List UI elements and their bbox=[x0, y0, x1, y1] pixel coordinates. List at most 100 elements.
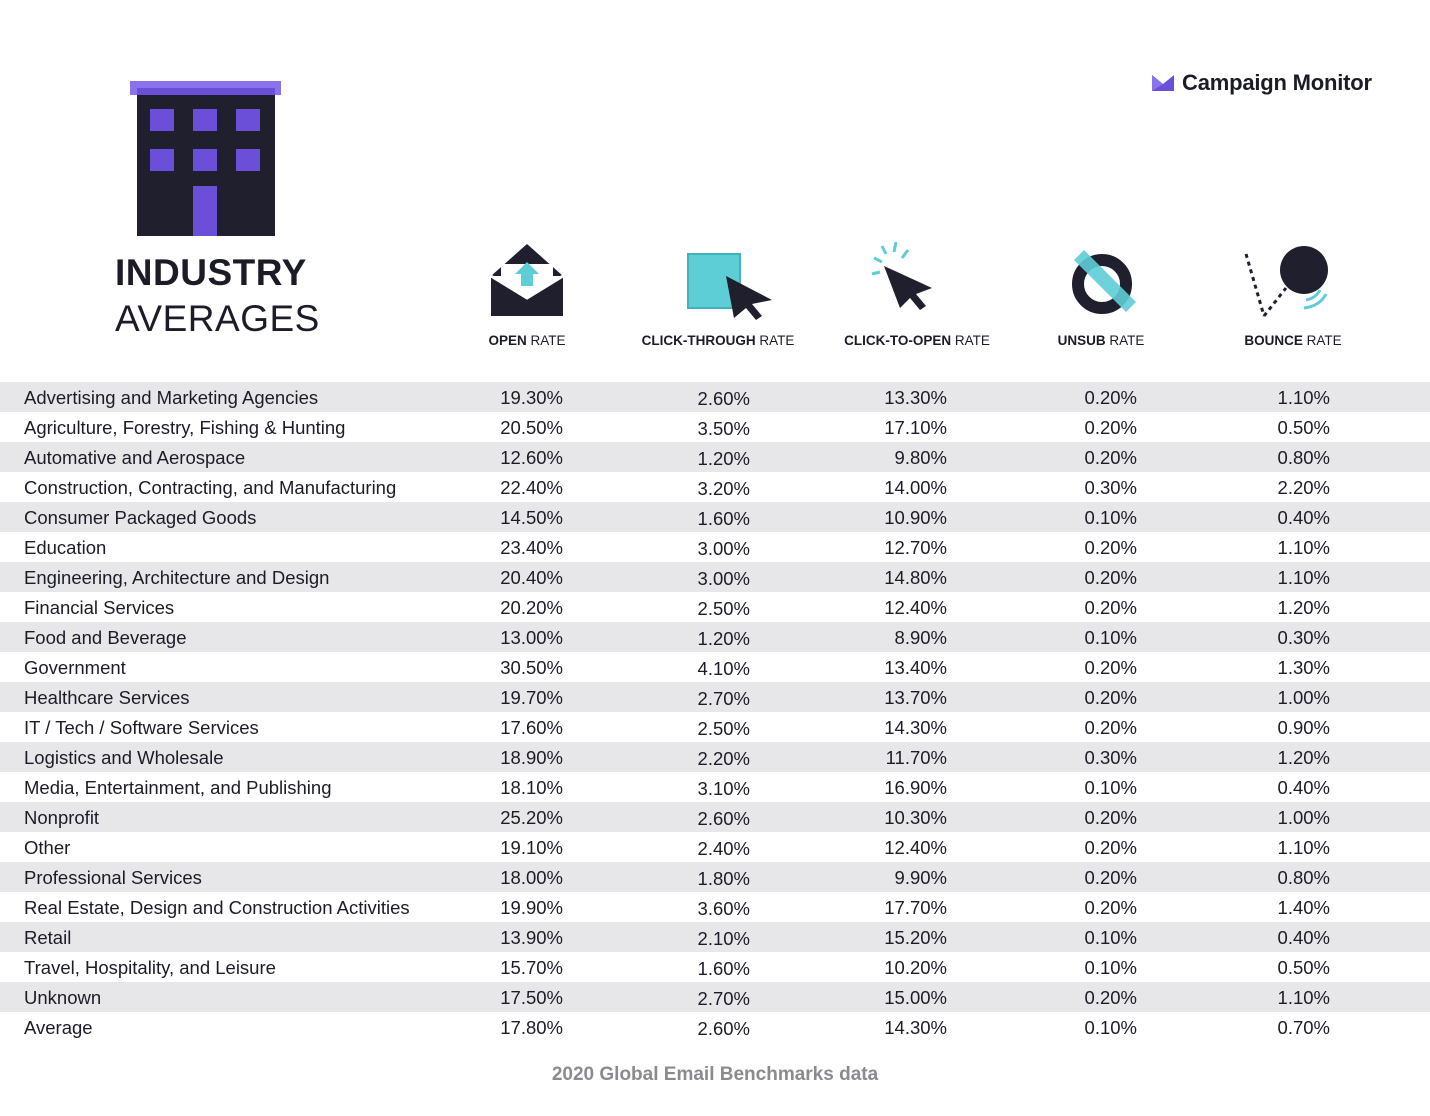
unsub-rate-cell: 0.20% bbox=[1084, 417, 1137, 438]
table-row: Automative and Aerospace 12.60% 1.20% 9.80%… bbox=[0, 442, 1430, 472]
table-row: Media, Entertainment, and Publishing 18.1… bbox=[0, 772, 1430, 802]
bounce-rate-cell: 1.30% bbox=[1277, 657, 1330, 678]
bounce-rate-cell: 1.00% bbox=[1277, 807, 1330, 828]
click-through-rate-cell: 1.20% bbox=[697, 628, 750, 649]
table-row: Consumer Packaged Goods 14.50% 1.60% 10.90%… bbox=[0, 502, 1430, 532]
click-through-rate-cell: 2.20% bbox=[697, 748, 750, 769]
table-row: Other 19.10% 2.40% 12.40% 0.20% 1.10% bbox=[0, 832, 1430, 862]
open-rate-cell: 18.90% bbox=[500, 747, 563, 768]
click-to-open-rate-cell: 14.80% bbox=[884, 567, 947, 588]
industry-name-cell: Advertising and Marketing Agencies bbox=[24, 387, 319, 408]
open-rate-cell: 20.40% bbox=[500, 567, 563, 588]
table-row: Financial Services 20.20% 2.50% 12.40% 0.20%… bbox=[0, 592, 1430, 622]
click-to-open-rate-cell: 12.40% bbox=[884, 597, 947, 618]
bounce-rate-cell: 1.20% bbox=[1277, 597, 1330, 618]
click-through-rate-cell: 2.60% bbox=[697, 808, 750, 829]
bounce-rate-cell: 0.80% bbox=[1277, 447, 1330, 468]
industry-averages-table: Advertising and Marketing Agencies 19.30%… bbox=[0, 382, 1430, 1042]
open-rate-cell: 17.50% bbox=[500, 987, 563, 1008]
unsub-rate-cell: 0.20% bbox=[1084, 567, 1137, 588]
open-rate-cell: 19.70% bbox=[500, 687, 563, 708]
click-to-open-rate-cell: 17.10% bbox=[884, 417, 947, 438]
click-to-open-rate-cell: 9.80% bbox=[894, 447, 947, 468]
bounce-rate-cell: 1.10% bbox=[1277, 537, 1330, 558]
brand-name: Campaign Monitor bbox=[1182, 70, 1372, 95]
industry-name-cell: Construction, Contracting, and Manufactu… bbox=[24, 477, 397, 498]
column-header-open-rate: OPEN RATE bbox=[488, 333, 566, 348]
envelope-logo-icon bbox=[1152, 75, 1174, 91]
industry-name-cell: Automative and Aerospace bbox=[24, 447, 246, 468]
unsub-rate-cell: 0.20% bbox=[1084, 897, 1137, 918]
bounce-rate-cell: 0.30% bbox=[1277, 627, 1330, 648]
table-row: Professional Services 18.00% 1.80% 9.90% 0.2… bbox=[0, 862, 1430, 892]
unsub-rate-cell: 0.20% bbox=[1084, 447, 1137, 468]
bounce-rate-cell: 1.10% bbox=[1277, 387, 1330, 408]
unsub-rate-cell: 0.20% bbox=[1084, 597, 1137, 618]
click-to-open-rate-cell: 13.40% bbox=[884, 657, 947, 678]
bounce-rate-cell: 1.20% bbox=[1277, 747, 1330, 768]
column-header-unsub-rate: UNSUB RATE bbox=[1057, 333, 1145, 348]
open-rate-cell: 15.70% bbox=[500, 957, 563, 978]
click-to-open-rate-cell: 14.30% bbox=[884, 717, 947, 738]
bounce-rate-cell: 1.10% bbox=[1277, 987, 1330, 1008]
click-to-open-rate-cell: 13.30% bbox=[884, 387, 947, 408]
unsub-rate-cell: 0.30% bbox=[1084, 747, 1137, 768]
table-row: Travel, Hospitality, and Leisure 15.70% 1.… bbox=[0, 952, 1430, 982]
unsub-rate-cell: 0.20% bbox=[1084, 387, 1137, 408]
bounce-ball-icon bbox=[1244, 246, 1328, 317]
bounce-rate-cell: 1.00% bbox=[1277, 687, 1330, 708]
click-through-rate-cell: 2.50% bbox=[697, 598, 750, 619]
click-through-rate-cell: 1.80% bbox=[697, 868, 750, 889]
column-header-click-to-open-rate: CLICK-TO-OPEN RATE bbox=[844, 333, 990, 348]
open-rate-cell: 13.00% bbox=[500, 627, 563, 648]
office-building-icon bbox=[130, 81, 281, 236]
click-through-rate-cell: 3.00% bbox=[697, 568, 750, 589]
open-rate-cell: 18.00% bbox=[500, 867, 563, 888]
click-to-open-rate-cell: 15.00% bbox=[884, 987, 947, 1008]
bounce-rate-cell: 1.10% bbox=[1277, 567, 1330, 588]
click-through-rate-cell: 2.50% bbox=[697, 718, 750, 739]
industry-name-cell: Food and Beverage bbox=[24, 627, 187, 648]
open-rate-cell: 23.40% bbox=[500, 537, 563, 558]
title-industry: INDUSTRY bbox=[115, 252, 307, 293]
industry-name-cell: Real Estate, Design and Construction Act… bbox=[24, 897, 410, 918]
click-through-rate-cell: 4.10% bbox=[697, 658, 750, 679]
table-row: Government 30.50% 4.10% 13.40% 0.20% 1.30% bbox=[0, 652, 1430, 682]
open-rate-cell: 12.60% bbox=[500, 447, 563, 468]
industry-name-cell: Education bbox=[24, 537, 107, 558]
bounce-rate-cell: 2.20% bbox=[1277, 477, 1330, 498]
unsub-rate-cell: 0.20% bbox=[1084, 657, 1137, 678]
unsub-rate-cell: 0.20% bbox=[1084, 537, 1137, 558]
open-rate-cell: 13.90% bbox=[500, 927, 563, 948]
table-row: Education 23.40% 3.00% 12.70% 0.20% 1.10% bbox=[0, 532, 1430, 562]
click-to-open-rate-cell: 14.00% bbox=[884, 477, 947, 498]
industry-name-cell: Logistics and Wholesale bbox=[24, 747, 224, 768]
table-row: Unknown 17.50% 2.70% 15.00% 0.20% 1.10% bbox=[0, 982, 1430, 1012]
table-row: Engineering, Architecture and Design 20.4… bbox=[0, 562, 1430, 592]
cursor-square-icon bbox=[687, 253, 772, 320]
click-through-rate-cell: 3.00% bbox=[697, 538, 750, 559]
unsub-rate-cell: 0.10% bbox=[1084, 1017, 1137, 1038]
click-to-open-rate-cell: 10.20% bbox=[884, 957, 947, 978]
click-through-rate-cell: 3.60% bbox=[697, 898, 750, 919]
click-through-rate-cell: 2.40% bbox=[697, 838, 750, 859]
click-to-open-rate-cell: 14.30% bbox=[884, 1017, 947, 1038]
industry-name-cell: Government bbox=[24, 657, 126, 678]
bounce-rate-cell: 0.80% bbox=[1277, 867, 1330, 888]
unsubscribe-ring-icon bbox=[1072, 250, 1136, 314]
table-row: Food and Beverage 13.00% 1.20% 8.90% 0.10% 0.… bbox=[0, 622, 1430, 652]
open-rate-cell: 19.90% bbox=[500, 897, 563, 918]
click-to-open-rate-cell: 10.90% bbox=[884, 507, 947, 528]
table-row: Construction, Contracting, and Manufactu… bbox=[0, 472, 1430, 502]
bounce-rate-cell: 0.90% bbox=[1277, 717, 1330, 738]
bounce-rate-cell: 1.40% bbox=[1277, 897, 1330, 918]
industry-name-cell: Professional Services bbox=[24, 867, 202, 888]
column-header-bounce-rate: BOUNCE RATE bbox=[1244, 333, 1342, 348]
industry-name-cell: Consumer Packaged Goods bbox=[24, 507, 257, 528]
bounce-rate-cell: 1.10% bbox=[1277, 837, 1330, 858]
column-header-click-through-rate: CLICK-THROUGH RATE bbox=[641, 333, 795, 348]
click-to-open-rate-cell: 16.90% bbox=[884, 777, 947, 798]
source-footnote: 2020 Global Email Benchmarks data bbox=[551, 1064, 879, 1085]
unsub-rate-cell: 0.20% bbox=[1084, 867, 1137, 888]
unsub-rate-cell: 0.10% bbox=[1084, 957, 1137, 978]
